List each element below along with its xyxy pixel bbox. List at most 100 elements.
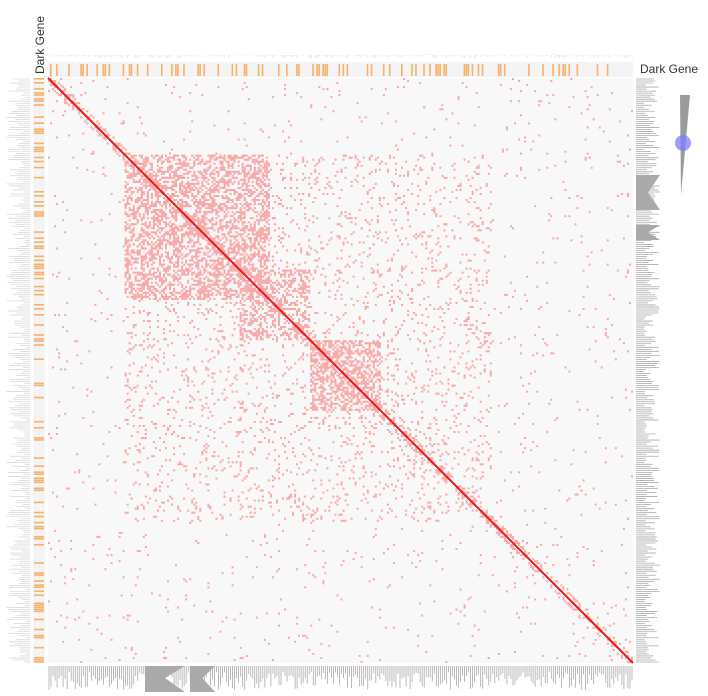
matrix-cell [128,186,131,189]
matrix-cell [267,239,270,242]
matrix-cell [156,197,159,200]
matrix-cell [126,241,129,244]
matrix-cell [304,269,307,272]
matrix-cell [167,295,170,298]
matrix-cell [136,160,139,163]
matrix-cell [419,497,422,500]
matrix-cell [415,237,418,240]
matrix-cell [191,186,194,189]
matrix-cell [146,295,149,298]
matrix-cell [257,154,260,157]
matrix-cell [338,285,341,288]
matrix-cell [465,469,468,472]
matrix-cell [405,265,408,268]
matrix-cell [348,255,351,258]
matrix-cell [233,154,236,157]
matrix-cell [401,166,404,169]
matrix-cell [328,289,331,292]
matrix-cell [213,190,216,193]
matrix-cell [296,269,299,272]
matrix-cell [225,223,228,226]
matrix-cell [154,231,157,234]
matrix-cell [229,287,232,290]
matrix-cell [356,299,359,302]
matrix-cell [249,515,252,518]
matrix-cell [292,301,295,304]
matrix-cell [352,346,355,349]
matrix-cell [203,297,206,300]
matrix-cell [227,197,230,200]
matrix-cell [332,352,335,355]
matrix-cell [197,517,200,520]
matrix-cell [126,215,129,218]
matrix-cell [233,156,236,159]
matrix-cell [467,487,470,490]
matrix-cell [211,243,214,246]
matrix-cell [296,186,299,189]
matrix-cell [233,257,236,260]
matrix-cell [467,328,470,331]
matrix-cell [177,283,180,286]
matrix-cell [207,295,210,298]
matrix-cell [231,174,234,177]
matrix-cell [136,219,139,222]
matrix-cell [213,271,216,274]
matrix-cell [241,237,244,240]
matrix-cell [374,406,377,409]
matrix-cell [245,205,248,208]
matrix-cell [457,493,460,496]
matrix-cell [181,241,184,244]
matrix-cell [477,289,480,292]
matrix-cell [324,350,327,353]
matrix-cell [134,259,137,262]
matrix-cell [360,364,363,367]
matrix-cell [181,207,184,210]
matrix-cell [300,314,303,317]
matrix-cell [300,247,303,250]
matrix-cell [221,203,224,206]
matrix-cell [314,398,317,401]
matrix-cell [435,519,438,522]
matrix-cell [165,217,168,220]
matrix-cell [487,332,490,335]
matrix-cell [257,259,260,262]
matrix-cell [320,241,323,244]
matrix-cell [146,156,149,159]
matrix-cell [203,289,206,292]
matrix-cell [261,249,264,252]
matrix-cell [187,180,190,183]
matrix-cell [340,332,343,335]
matrix-cell [152,422,155,425]
matrix-cell [144,239,147,242]
matrix-cell [247,203,250,206]
matrix-cell [386,503,389,506]
matrix-cell [485,441,488,444]
matrix-cell [181,463,184,466]
matrix-cell [411,362,414,365]
matrix-cell [134,390,137,393]
matrix-cell [162,215,165,218]
matrix-cell [156,217,159,220]
matrix-cell [132,414,135,417]
matrix-cell [296,332,299,335]
matrix-cell [340,445,343,448]
matrix-cell [177,261,180,264]
matrix-cell [253,201,256,204]
matrix-cell [437,481,440,484]
matrix-cell [187,186,190,189]
matrix-cell [132,271,135,274]
matrix-cell [247,322,250,325]
matrix-cell [286,269,289,272]
matrix-cell [249,176,252,179]
matrix-cell [126,287,129,290]
matrix-cell [167,239,170,242]
matrix-cell [411,301,414,304]
matrix-cell [267,243,270,246]
matrix-cell [255,219,258,222]
matrix-cell [215,195,218,198]
matrix-cell [326,366,329,369]
matrix-cell [128,195,131,198]
matrix-cell [130,435,133,438]
matrix-cell [205,192,208,195]
matrix-cell [399,358,402,361]
